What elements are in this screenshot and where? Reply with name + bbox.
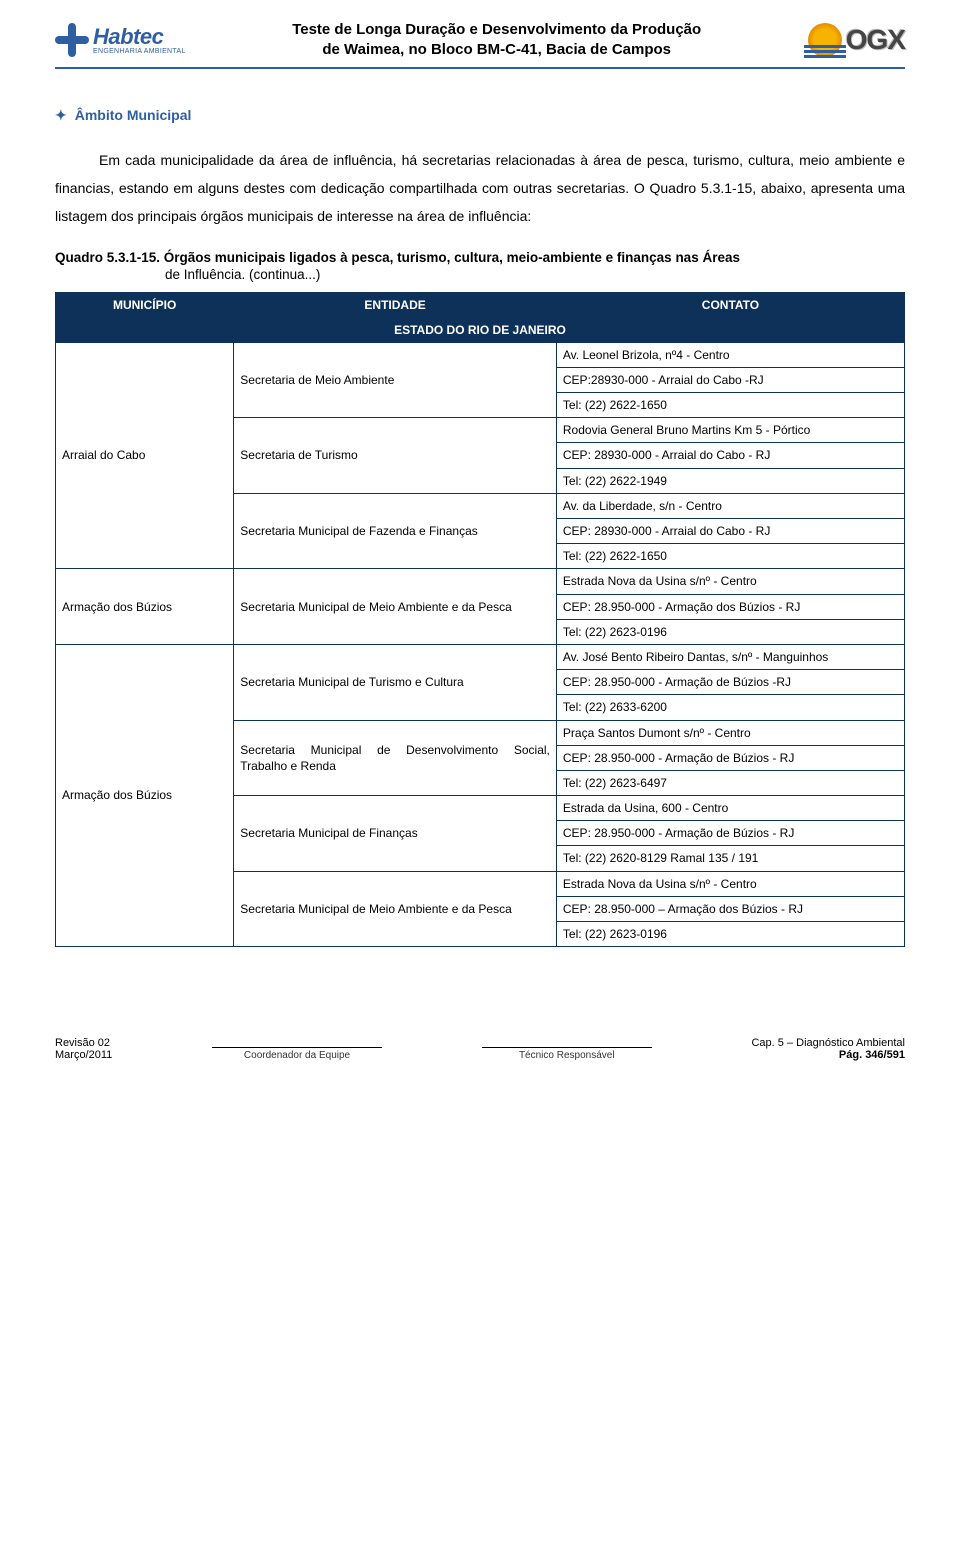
chapter: Cap. 5 – Diagnóstico Ambiental — [751, 1037, 904, 1049]
entidade-cell: Secretaria de Meio Ambiente — [234, 342, 557, 418]
habtec-logo: Habtec ENGENHARIA AMBIENTAL — [55, 23, 186, 57]
col-entidade: ENTIDADE — [234, 292, 557, 317]
table-row: Arraial do CaboSecretaria de Meio Ambien… — [56, 342, 905, 367]
entidade-cell: Secretaria Municipal de Turismo e Cultur… — [234, 644, 557, 720]
contato-cell: CEP: 28930-000 - Arraial do Cabo - RJ — [556, 443, 904, 468]
contato-cell: Rodovia General Bruno Martins Km 5 - Pór… — [556, 418, 904, 443]
estado-label: ESTADO DO RIO DE JANEIRO — [56, 317, 905, 342]
signature-coordinator: Coordenador da Equipe — [212, 1047, 382, 1061]
habtec-name: Habtec — [93, 26, 186, 48]
footer-left: Revisão 02 Março/2011 — [55, 1037, 112, 1061]
ogx-sun-icon — [808, 23, 842, 57]
contato-cell: Tel: (22) 2623-0196 — [556, 619, 904, 644]
contato-cell: CEP: 28.950-000 – Armação dos Búzios - R… — [556, 896, 904, 921]
municipio-cell: Armação dos Búzios — [56, 644, 234, 946]
page-header: Habtec ENGENHARIA AMBIENTAL Teste de Lon… — [55, 20, 905, 69]
contato-cell: CEP: 28930-000 - Arraial do Cabo - RJ — [556, 519, 904, 544]
entidade-cell: Secretaria de Turismo — [234, 418, 557, 494]
table-row: Armação dos BúziosSecretaria Municipal d… — [56, 644, 905, 669]
entidade-cell: Secretaria Municipal de Finanças — [234, 796, 557, 872]
col-contato: CONTATO — [556, 292, 904, 317]
entidade-cell: Secretaria Municipal de Meio Ambiente e … — [234, 569, 557, 645]
ogx-logo: OGX — [808, 23, 905, 57]
municipal-table: MUNICÍPIO ENTIDADE CONTATO ESTADO DO RIO… — [55, 292, 905, 948]
contato-cell: Tel: (22) 2623-0196 — [556, 922, 904, 947]
contato-cell: Estrada da Usina, 600 - Centro — [556, 796, 904, 821]
ogx-text: OGX — [846, 24, 905, 56]
contato-cell: Tel: (22) 2633-6200 — [556, 695, 904, 720]
contato-cell: CEP: 28.950-000 - Armação dos Búzios - R… — [556, 594, 904, 619]
footer-right: Cap. 5 – Diagnóstico Ambiental Pág. 346/… — [751, 1037, 904, 1061]
contato-cell: Estrada Nova da Usina s/nº - Centro — [556, 871, 904, 896]
section-title: ✦ Âmbito Municipal — [55, 107, 905, 124]
doc-title-line2: de Waimea, no Bloco BM-C-41, Bacia de Ca… — [322, 41, 671, 58]
intro-paragraph: Em cada municipalidade da área de influê… — [55, 146, 905, 230]
contato-cell: Tel: (22) 2623-6497 — [556, 770, 904, 795]
contato-cell: Praça Santos Dumont s/nº - Centro — [556, 720, 904, 745]
contato-cell: Estrada Nova da Usina s/nº - Centro — [556, 569, 904, 594]
table-header-row: MUNICÍPIO ENTIDADE CONTATO — [56, 292, 905, 317]
municipio-cell: Arraial do Cabo — [56, 342, 234, 569]
habtec-icon — [55, 23, 89, 57]
contato-cell: CEP: 28.950-000 - Armação de Búzios - RJ — [556, 745, 904, 770]
signature-technician: Técnico Responsável — [482, 1047, 652, 1061]
entidade-cell: Secretaria Municipal de Desenvolvimento … — [234, 720, 557, 796]
doc-title-line1: Teste de Longa Duração e Desenvolvimento… — [292, 21, 701, 38]
contato-cell: Tel: (22) 2620-8129 Ramal 135 / 191 — [556, 846, 904, 871]
section-title-text: Âmbito Municipal — [75, 107, 192, 123]
contato-cell: CEP:28930-000 - Arraial do Cabo -RJ — [556, 367, 904, 392]
contato-cell: Av. José Bento Ribeiro Dantas, s/nº - Ma… — [556, 644, 904, 669]
contato-cell: Tel: (22) 2622-1650 — [556, 544, 904, 569]
star-icon: ✦ — [55, 107, 67, 124]
col-municipio: MUNICÍPIO — [56, 292, 234, 317]
habtec-subtitle: ENGENHARIA AMBIENTAL — [93, 48, 186, 55]
quadro-title: Quadro 5.3.1-15. Órgãos municipais ligad… — [55, 250, 905, 265]
contato-cell: Tel: (22) 2622-1949 — [556, 468, 904, 493]
doc-title: Teste de Longa Duração e Desenvolvimento… — [186, 20, 808, 61]
entidade-cell: Secretaria Municipal de Fazenda e Finanç… — [234, 493, 557, 569]
entidade-cell: Secretaria Municipal de Meio Ambiente e … — [234, 871, 557, 947]
contato-cell: CEP: 28.950-000 - Armação de Búzios - RJ — [556, 821, 904, 846]
sig-coord-label: Coordenador da Equipe — [244, 1050, 350, 1061]
municipio-cell: Armação dos Búzios — [56, 569, 234, 645]
page-footer: Revisão 02 Março/2011 Coordenador da Equ… — [55, 1037, 905, 1061]
contato-cell: Av. da Liberdade, s/n - Centro — [556, 493, 904, 518]
sig-tech-label: Técnico Responsável — [519, 1050, 615, 1061]
table-row: Armação dos BúziosSecretaria Municipal d… — [56, 569, 905, 594]
quadro-subtitle: de Influência. (continua...) — [165, 267, 905, 282]
page-number: Pág. 346/591 — [751, 1049, 904, 1061]
date: Março/2011 — [55, 1049, 112, 1061]
revision: Revisão 02 — [55, 1037, 112, 1049]
contato-cell: Tel: (22) 2622-1650 — [556, 393, 904, 418]
contato-cell: Av. Leonel Brizola, nº4 - Centro — [556, 342, 904, 367]
estado-row: ESTADO DO RIO DE JANEIRO — [56, 317, 905, 342]
contato-cell: CEP: 28.950-000 - Armação de Búzios -RJ — [556, 670, 904, 695]
